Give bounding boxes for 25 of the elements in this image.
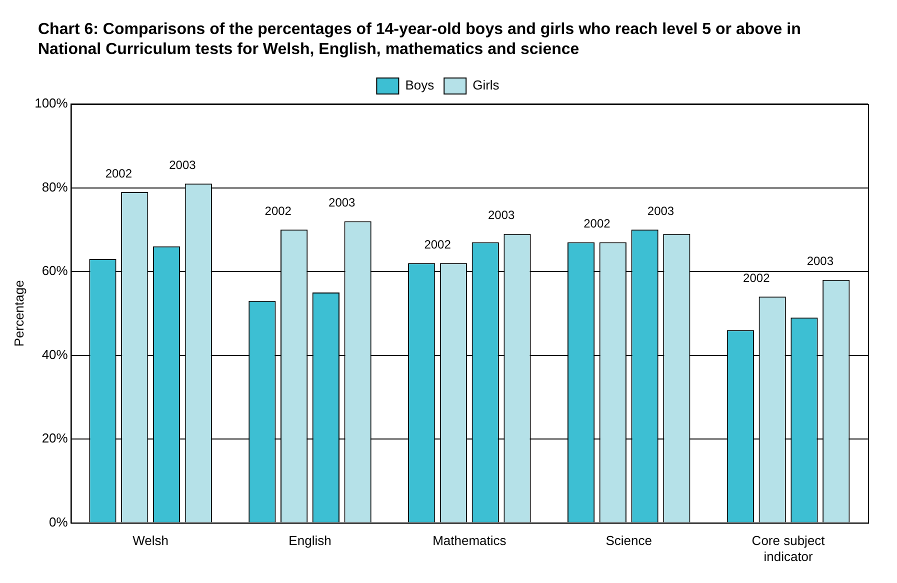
y-axis-title: Percentage bbox=[11, 280, 26, 347]
x-tick-label: English bbox=[288, 533, 332, 548]
annotation: 2002 bbox=[743, 270, 770, 285]
x-tick-label: Science bbox=[606, 533, 652, 548]
y-tick-label: 60% bbox=[42, 263, 68, 278]
annotation: 2003 bbox=[806, 254, 834, 268]
x-tick-label: Mathematics bbox=[432, 533, 507, 548]
legend-label: Girls bbox=[472, 78, 500, 93]
y-tick-label: 100% bbox=[34, 96, 68, 111]
annotation: 2002 bbox=[105, 166, 132, 180]
y-tick-label: 40% bbox=[42, 346, 68, 362]
y-tick-label: 20% bbox=[42, 430, 68, 446]
legend-label: Boys bbox=[405, 78, 435, 93]
annotation: 2003 bbox=[169, 158, 196, 172]
annotation: 2002 bbox=[264, 204, 292, 218]
annotation: 2003 bbox=[328, 196, 356, 210]
annotation: 2002 bbox=[584, 216, 611, 231]
annotation: 2003 bbox=[488, 208, 515, 222]
y-tick-label: 0% bbox=[49, 514, 68, 530]
x-tick-label: Welsh bbox=[132, 533, 169, 548]
annotation: 2003 bbox=[647, 204, 674, 218]
x-tick-label: Core subject indicator bbox=[752, 533, 826, 564]
annotation: 2002 bbox=[424, 237, 452, 252]
chart-title: Chart 6: Comparisons of the percentages of 14-year-old boys and girls who reach level 5 or above in National Curriculum tests for Welsh, English, mathematics and science bbox=[38, 20, 802, 60]
y-tick-label: 80% bbox=[42, 179, 68, 194]
